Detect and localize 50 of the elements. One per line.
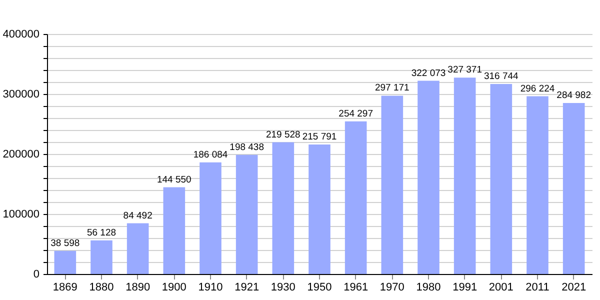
bar [526, 96, 548, 274]
bar [381, 96, 404, 274]
bar [54, 250, 76, 274]
x-tick-label: 1950 [307, 282, 332, 294]
data-label: 56 128 [86, 227, 116, 238]
bar [163, 187, 186, 274]
bar [126, 223, 149, 274]
data-label: 297 171 [374, 82, 410, 94]
bar [562, 103, 585, 274]
data-label: 215 791 [302, 132, 337, 143]
bar [490, 84, 512, 274]
y-tick-label: 0 [33, 268, 40, 280]
x-tick-label: 1970 [380, 282, 404, 294]
x-tick-label: 2021 [562, 282, 586, 294]
bar [308, 144, 330, 274]
bar [90, 240, 112, 274]
x-tick-label: 1921 [234, 282, 260, 294]
y-tick-label: 200000 [2, 148, 40, 160]
x-tick-label: 1869 [52, 282, 78, 294]
data-label: 84 492 [123, 210, 152, 222]
x-tick-label: 1991 [452, 282, 478, 294]
bar [272, 142, 294, 274]
data-label: 219 528 [266, 129, 300, 140]
x-tick-label: 1910 [198, 282, 223, 294]
bar [454, 78, 476, 274]
data-label: 254 297 [338, 108, 374, 120]
data-label: 322 073 [411, 68, 446, 79]
bar [418, 80, 440, 274]
y-tick-label: 400000 [2, 28, 40, 40]
x-tick-label: 1961 [344, 282, 368, 294]
x-tick-label: 1890 [126, 282, 150, 294]
x-tick-label: 1880 [89, 282, 114, 294]
data-label: 38 598 [50, 238, 80, 249]
bar [344, 121, 367, 274]
data-label: 296 224 [520, 83, 555, 94]
data-label: 327 371 [448, 64, 482, 76]
data-label: 186 084 [193, 149, 228, 160]
x-tick-label: 2011 [526, 282, 550, 294]
x-tick-label: 1900 [162, 282, 186, 294]
data-label: 316 744 [484, 70, 518, 82]
data-label: 284 982 [556, 90, 592, 102]
y-tick-label: 100000 [2, 208, 40, 220]
data-label: 198 438 [230, 142, 264, 153]
y-tick-label: 300000 [2, 88, 40, 100]
bar [236, 154, 258, 274]
data-label: 144 550 [156, 174, 192, 186]
x-tick-label: 2001 [488, 282, 514, 294]
bar [200, 162, 222, 274]
x-tick-label: 1980 [416, 282, 441, 294]
x-tick-label: 1930 [270, 282, 296, 294]
